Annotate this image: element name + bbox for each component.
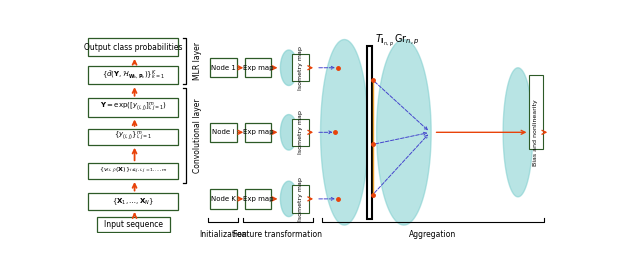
Text: MLR layer: MLR layer (193, 42, 202, 80)
FancyBboxPatch shape (88, 129, 178, 145)
Polygon shape (503, 68, 533, 197)
Bar (367, 46, 372, 219)
Text: Node K: Node K (211, 196, 236, 202)
Text: Aggregation: Aggregation (409, 230, 456, 239)
Text: Bias and nonlinearity: Bias and nonlinearity (533, 99, 538, 166)
Polygon shape (280, 181, 297, 217)
Text: $\{v_{(i,j)}(\mathbf{X})\}_{i\leq j,i,j=1,\ldots,m}$: $\{v_{(i,j)}(\mathbf{X})\}_{i\leq j,i,j=… (99, 166, 168, 176)
Text: Isometry map: Isometry map (298, 177, 303, 221)
FancyBboxPatch shape (88, 99, 178, 117)
FancyBboxPatch shape (529, 75, 543, 149)
Text: $T_{\mathbf{I}_{n,p}}\,\mathrm{Gr}_{n,p}$: $T_{\mathbf{I}_{n,p}}\,\mathrm{Gr}_{n,p}… (375, 32, 420, 48)
FancyBboxPatch shape (244, 123, 271, 142)
FancyBboxPatch shape (210, 189, 237, 209)
FancyBboxPatch shape (210, 58, 237, 78)
FancyBboxPatch shape (210, 123, 237, 142)
Text: $\mathbf{Y} = \exp([y_{(i,j)}]_{i,j=1}^{m})$: $\mathbf{Y} = \exp([y_{(i,j)}]_{i,j=1}^{… (100, 101, 167, 114)
Text: Node i: Node i (212, 129, 234, 135)
Text: Exp map: Exp map (243, 129, 273, 135)
Polygon shape (280, 50, 297, 85)
Text: $\{\mathbf{X}_1,\ldots,\mathbf{X}_N\}$: $\{\mathbf{X}_1,\ldots,\mathbf{X}_N\}$ (112, 196, 154, 207)
Text: Isometry map: Isometry map (298, 110, 303, 154)
Text: Initialization: Initialization (199, 230, 247, 239)
Text: Exp map: Exp map (243, 196, 273, 202)
Text: Convolutional layer: Convolutional layer (193, 98, 202, 173)
FancyBboxPatch shape (88, 38, 178, 56)
FancyBboxPatch shape (244, 189, 271, 209)
Polygon shape (280, 114, 297, 150)
FancyBboxPatch shape (244, 58, 271, 78)
Text: Feature transformation: Feature transformation (234, 230, 323, 239)
FancyBboxPatch shape (88, 163, 178, 179)
FancyBboxPatch shape (88, 66, 178, 85)
Text: $\{\bar{d}(\mathbf{Y}, \mathcal{H}_{\mathbf{W}_k,\mathbf{P}_k})\}_{k=1}^{K}$: $\{\bar{d}(\mathbf{Y}, \mathcal{H}_{\mat… (102, 69, 165, 82)
Polygon shape (321, 40, 368, 225)
FancyBboxPatch shape (292, 119, 308, 146)
FancyBboxPatch shape (97, 217, 170, 232)
Text: Output class probabilities: Output class probabilities (84, 42, 182, 52)
FancyBboxPatch shape (292, 54, 308, 81)
Text: $\{y_{(i,j)}\}_{i,j=1}^{m}$: $\{y_{(i,j)}\}_{i,j=1}^{m}$ (114, 130, 152, 144)
Text: Isometry map: Isometry map (298, 46, 303, 90)
FancyBboxPatch shape (88, 193, 178, 210)
Polygon shape (376, 40, 431, 225)
Text: Node 1: Node 1 (211, 65, 236, 71)
Text: Input sequence: Input sequence (104, 220, 163, 229)
FancyBboxPatch shape (292, 185, 308, 212)
Text: Exp map: Exp map (243, 65, 273, 71)
